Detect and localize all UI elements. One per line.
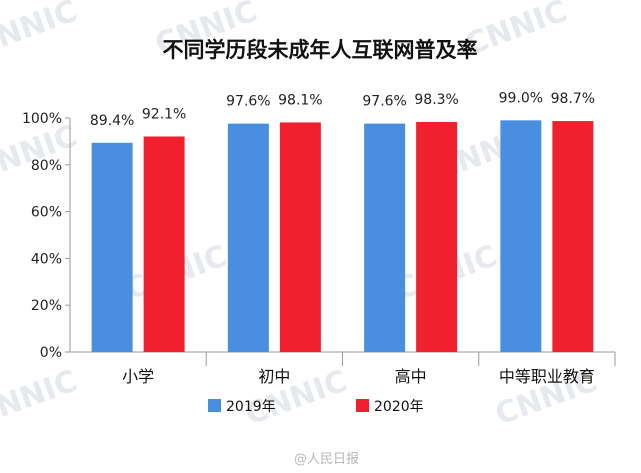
credit-watermark: @人民日报 [294, 452, 359, 467]
bar-2020 [552, 121, 594, 353]
bar-2019 [227, 123, 269, 352]
data-label: 97.6% [226, 94, 270, 110]
x-category-label: 中等职业教育 [499, 367, 595, 386]
data-label: 92.1% [142, 106, 186, 122]
y-tick-label: 80% [31, 158, 62, 174]
y-tick-label: 0% [40, 345, 62, 361]
bar-2020 [143, 136, 185, 352]
data-label: 89.4% [90, 113, 134, 129]
bar-2019 [91, 142, 133, 352]
bars: 89.4% 92.1% 97.6% 98.1% 97.6% 98.3% 99.0% 98.7% [90, 90, 595, 353]
bar-2020 [279, 122, 321, 352]
data-label: 98.7% [551, 91, 595, 107]
legend-swatch [356, 399, 369, 412]
data-label: 98.1% [278, 92, 322, 108]
bar-2019 [500, 120, 542, 352]
x-category-label: 高中 [395, 367, 427, 386]
data-label: 99.0% [499, 90, 543, 106]
y-tick-label: 60% [31, 205, 62, 221]
y-tick-label: 40% [31, 251, 62, 267]
axes: 0% 20% 40% 60% 80% 100% 小学 初中 高中 中等职业教育 [22, 111, 616, 386]
bar-2020 [416, 121, 458, 352]
legend-swatch [208, 399, 221, 412]
watermark-text: CNNIC [0, 0, 82, 63]
chart-title: 不同学历段未成年人互联网普及率 [163, 38, 478, 62]
legend-label: 2020年 [374, 399, 424, 415]
x-category-label: 小学 [122, 367, 154, 386]
y-tick-label: 100% [22, 111, 62, 127]
data-label: 97.6% [362, 94, 406, 110]
legend-label: 2019年 [226, 399, 276, 415]
bar-2019 [364, 123, 406, 352]
legend: 2019年 2020年 [208, 399, 424, 415]
y-tick-label: 20% [31, 298, 62, 314]
data-label: 98.3% [414, 92, 458, 108]
x-category-label: 初中 [258, 367, 290, 386]
watermark-text: CNNIC [0, 364, 82, 433]
